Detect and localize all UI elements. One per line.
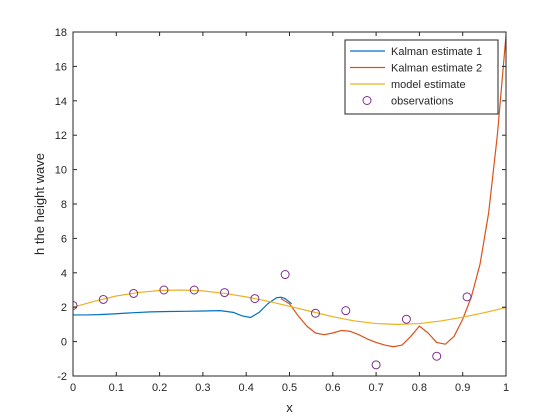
- y-tick-label: 2: [61, 302, 67, 314]
- observation-point: [280, 270, 290, 280]
- y-tick-label: 4: [61, 268, 67, 280]
- x-tick-label: 0.1: [109, 382, 124, 394]
- legend-swatch-marker: [362, 96, 372, 105]
- y-tick-label: 0: [61, 337, 67, 349]
- x-tick-label: 0.5: [282, 382, 297, 394]
- x-tick-label: 0.4: [239, 382, 254, 394]
- series-line-kalman-estimate-1: [73, 296, 293, 319]
- x-tick-label: 0.8: [412, 382, 427, 394]
- y-tick-label: -2: [57, 371, 67, 383]
- x-tick-label: 0.7: [368, 382, 383, 394]
- y-tick-label: 8: [61, 199, 67, 211]
- y-tick-label: 12: [55, 130, 67, 142]
- x-tick-label: 0.2: [152, 382, 167, 394]
- observation-point: [129, 288, 139, 298]
- observation-point: [220, 288, 230, 298]
- observation-point: [432, 351, 442, 361]
- observation-point: [401, 314, 411, 324]
- observation-point: [98, 294, 108, 304]
- x-tick-label: 1: [503, 382, 509, 394]
- x-tick-label: 0.6: [325, 382, 340, 394]
- legend: Kalman estimate 1 Kalman estimate 2 model …: [344, 39, 499, 115]
- y-axis-label: h the height wave: [32, 153, 47, 255]
- observation-point: [73, 300, 78, 310]
- observation-point: [159, 285, 169, 295]
- series-line-kalman-estimate-2: [280, 35, 506, 348]
- legend-label: Kalman estimate 2: [391, 63, 482, 75]
- observation-point: [371, 360, 381, 370]
- observation-point: [462, 292, 472, 302]
- y-tick-label: 6: [61, 233, 67, 245]
- y-tick-label: 18: [55, 27, 67, 39]
- observation-point: [250, 294, 260, 304]
- x-axis-label: x: [286, 400, 293, 415]
- y-tick-label: 16: [55, 61, 67, 73]
- legend-label: model estimate: [391, 79, 466, 91]
- observation-point: [310, 308, 320, 318]
- observation-point: [341, 306, 351, 316]
- x-tick-label: 0.3: [195, 382, 210, 394]
- observation-point: [189, 285, 199, 295]
- plot-area: [73, 35, 506, 370]
- y-tick-label: 14: [55, 96, 67, 108]
- legend-label: observations: [391, 96, 454, 108]
- x-tick-label: 0: [70, 382, 76, 394]
- series-line-model-estimate: [73, 289, 506, 325]
- x-tick-label: 0.9: [455, 382, 470, 394]
- y-tick-label: 10: [55, 165, 67, 177]
- axes: 0 0.1 0.2 0.3 0.4 0.5 0.6 0.7 0.8 0.9 1-2024681012…: [55, 27, 509, 394]
- legend-label: Kalman estimate 1: [391, 46, 482, 58]
